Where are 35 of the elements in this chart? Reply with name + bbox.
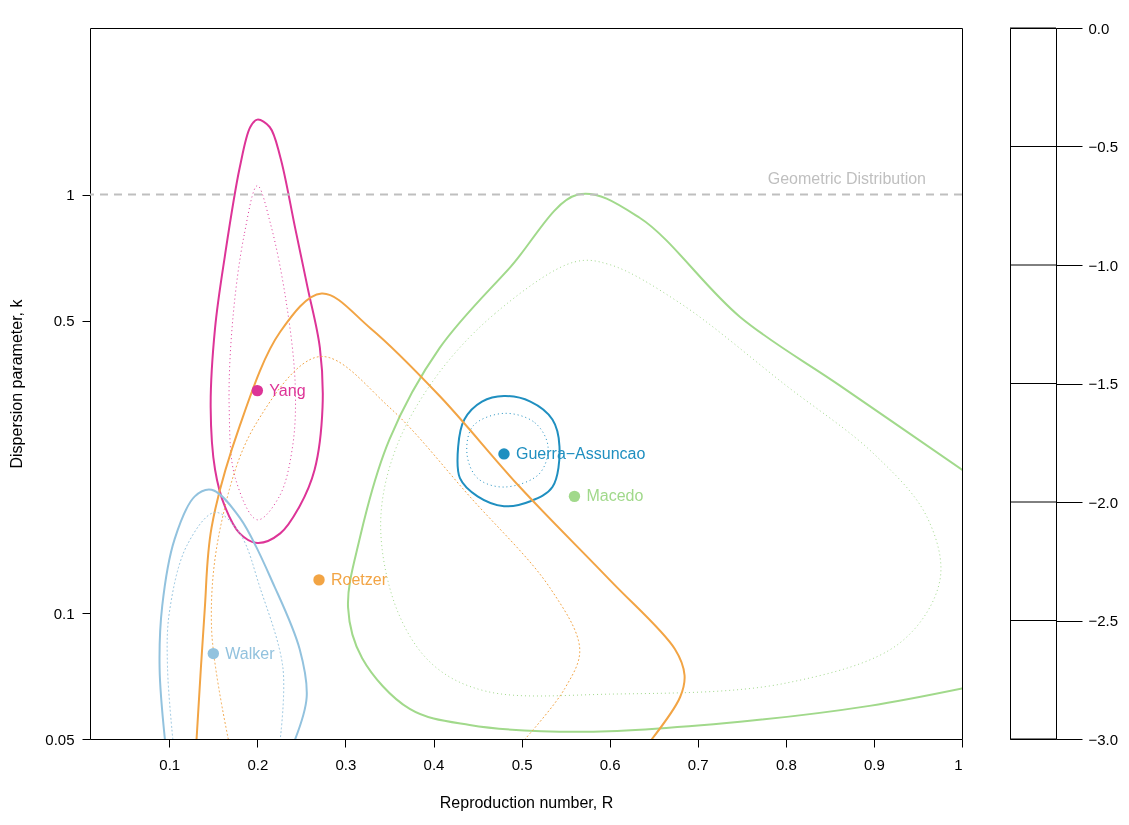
line-series xyxy=(158,488,308,739)
x-axis-title: Reproduction number, R xyxy=(439,793,614,811)
y-tick-label: 1 xyxy=(66,186,75,204)
x-tick-label: 0.3 xyxy=(335,755,357,773)
y2-tick-label: −2.0 xyxy=(1088,493,1119,511)
y2-tick-label: −0.5 xyxy=(1088,138,1119,155)
x-tick-label: 0.2 xyxy=(247,755,269,773)
point xyxy=(251,384,264,397)
x-tick-label: 0.6 xyxy=(599,755,621,773)
point xyxy=(498,448,510,460)
point xyxy=(313,574,325,586)
point xyxy=(568,490,581,503)
series-label: Macedo xyxy=(586,487,644,505)
y2-tick-label: 0.0 xyxy=(1088,19,1110,37)
y-tick-label: 0.5 xyxy=(53,312,75,330)
y2-tick-label: −3.0 xyxy=(1088,730,1119,748)
series-label: Walker xyxy=(225,644,276,662)
x-tick-label: 0.5 xyxy=(511,755,533,773)
ref-line-label: Geometric Distribution xyxy=(767,169,926,187)
line-series xyxy=(195,292,686,739)
x-tick-label: 0.8 xyxy=(775,755,797,773)
x-tick-label: 0.1 xyxy=(159,755,181,773)
y-tick-label: 0.05 xyxy=(45,730,75,748)
y2-tick-label: −1.5 xyxy=(1088,375,1119,392)
series-label: Yang xyxy=(269,381,306,399)
y-axis-title: Dispersion parameter, k xyxy=(8,298,26,469)
x-tick-label: 1 xyxy=(954,755,963,773)
x-tick-label: 0.4 xyxy=(423,755,445,773)
y2-tick-label: −2.5 xyxy=(1088,612,1119,629)
y2-tick-label: −1.0 xyxy=(1088,256,1119,274)
y-tick-label: 0.1 xyxy=(53,604,75,622)
x-tick-label: 0.9 xyxy=(863,755,885,773)
x-tick-label: 0.7 xyxy=(687,755,709,773)
line-series xyxy=(166,511,285,739)
point xyxy=(207,647,220,660)
